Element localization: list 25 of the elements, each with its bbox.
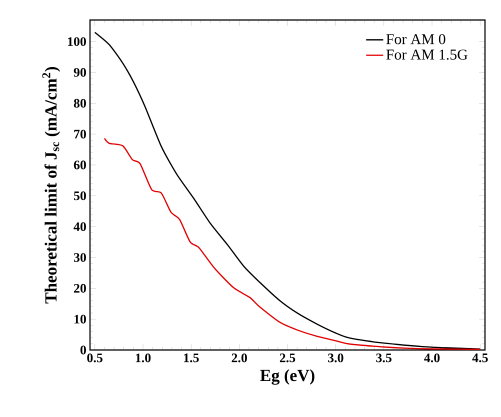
y-tick-label: 0 [80, 346, 86, 354]
y-tick-label: 20 [74, 284, 86, 293]
x-tick-label: 4.5 [472, 354, 488, 362]
y-tick-label: 30 [74, 253, 86, 262]
y-axis-title: Theoretical limit of J$_{sc}$ (mA/cm$^{2}$) [42, 67, 60, 304]
x-tick-label: 2.5 [280, 354, 296, 362]
x-tick-label: 2.0 [232, 354, 247, 362]
y-tick-label: 70 [74, 130, 86, 138]
y-tick-label: 10 [74, 314, 86, 324]
y-tick-label: 80 [74, 98, 86, 108]
x-axis-title: Eg (eV) [260, 369, 314, 385]
line-series [104, 138, 481, 350]
x-tick-label: 0.5 [87, 354, 102, 362]
x-tick-label: 3.0 [328, 354, 344, 362]
y-tick-label: 40 [74, 222, 86, 232]
x-tick-label: 1.0 [136, 354, 151, 362]
x-tick-label: 4.0 [424, 354, 440, 362]
legend-label: For AM 0 [386, 34, 446, 44]
legend-label: For AM 1.5G [386, 50, 468, 60]
y-tick-label: 50 [74, 191, 86, 200]
y-tick-label: 90 [74, 68, 86, 77]
y-tick-label: 60 [74, 160, 86, 170]
x-tick-label: 3.5 [376, 354, 392, 362]
y-tick-label: 100 [68, 37, 86, 46]
x-tick-label: 1.5 [184, 354, 199, 362]
